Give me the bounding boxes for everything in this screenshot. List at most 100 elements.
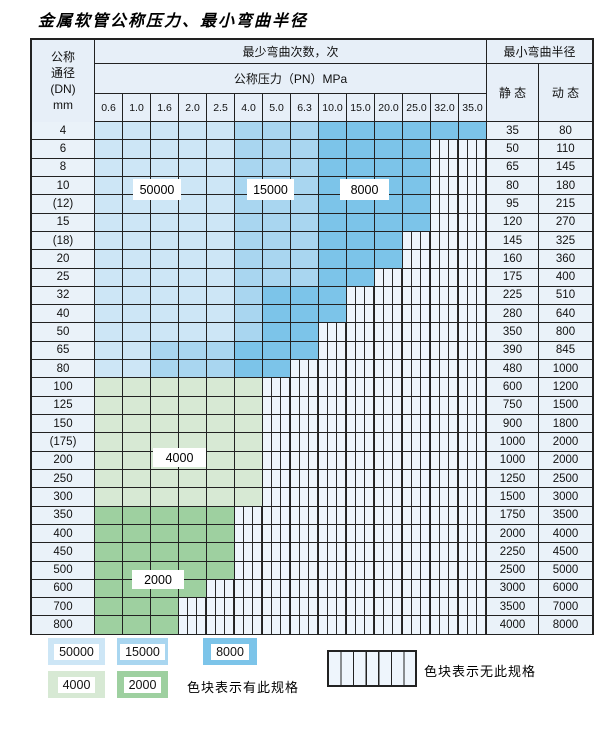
cycles-50000-cell xyxy=(95,305,123,324)
cycles-2000-cell xyxy=(95,543,123,562)
cycles-15000-cell xyxy=(291,213,319,232)
no-spec-cell xyxy=(291,506,319,525)
dn-cell: 350 xyxy=(32,506,95,525)
no-spec-cell xyxy=(375,305,403,324)
cycles-15000-cell xyxy=(179,360,207,379)
static-radius-cell: 600 xyxy=(487,378,539,397)
cycles-15000-cell xyxy=(291,158,319,177)
cycles-50000-cell xyxy=(179,140,207,159)
pressure-column-label: 35.0 xyxy=(459,94,487,122)
static-radius-cell: 2500 xyxy=(487,561,539,580)
table-row: 200 1000 2000 xyxy=(32,451,592,470)
cycles-15000-cell xyxy=(151,360,179,379)
no-spec-cell xyxy=(431,451,459,470)
no-spec-cell xyxy=(375,598,403,617)
no-spec-cell xyxy=(459,231,487,251)
no-spec-cell xyxy=(403,415,431,434)
cycles-2000-cell xyxy=(95,524,123,544)
legend-swatch-15000: 15000 xyxy=(117,638,168,665)
cycles-4000-cell xyxy=(95,451,123,470)
no-spec-cell xyxy=(347,524,375,544)
static-radius-cell: 2000 xyxy=(487,524,539,544)
dynamic-radius-cell: 80 xyxy=(539,122,592,141)
dn-cell: 100 xyxy=(32,378,95,397)
cycles-15000-cell xyxy=(291,122,319,141)
cycles-50000-cell xyxy=(123,341,151,361)
static-radius-cell: 50 xyxy=(487,140,539,159)
cycles-8000-cell xyxy=(263,286,291,306)
static-radius-cell: 2250 xyxy=(487,543,539,562)
table-row: 50 350 800 xyxy=(32,323,592,342)
cycles-50000-cell xyxy=(207,250,235,269)
cycles-8000-cell xyxy=(403,176,431,196)
dn-header-line: mm xyxy=(53,98,73,113)
static-radius-cell: 1000 xyxy=(487,433,539,452)
static-radius-cell: 95 xyxy=(487,195,539,214)
dn-header-line: (DN) xyxy=(50,82,76,96)
no-spec-cell xyxy=(235,579,263,599)
dynamic-radius-cell: 4000 xyxy=(539,524,592,544)
cycles-50000-cell xyxy=(151,268,179,287)
no-spec-cell xyxy=(403,524,431,544)
table-row: 350 1750 3500 xyxy=(32,506,592,525)
cycles-2000-cell xyxy=(123,524,151,544)
table-row: 8 65 145 xyxy=(32,158,592,177)
table-row: 600 3000 6000 xyxy=(32,579,592,599)
cycles-8000-cell xyxy=(403,195,431,214)
cycles-50000-cell xyxy=(207,286,235,306)
no-spec-cell xyxy=(347,543,375,562)
dn-cell: 80 xyxy=(32,360,95,379)
cycles-50000-cell xyxy=(179,176,207,196)
cycles-50000-cell xyxy=(207,140,235,159)
legend-swatch-label: 2000 xyxy=(123,676,162,693)
cycles-15000-cell xyxy=(263,158,291,177)
cycles-2000-cell xyxy=(123,598,151,617)
no-spec-cell xyxy=(375,360,403,379)
table-row: (18) 145 325 xyxy=(32,231,592,251)
cycles-15000-cell xyxy=(235,268,263,287)
cycles-4000-cell xyxy=(123,433,151,452)
cycles-50000-cell xyxy=(95,213,123,232)
no-spec-cell xyxy=(347,561,375,580)
cycles-value-label: 8000 xyxy=(340,179,389,200)
cycles-4000-cell xyxy=(123,396,151,415)
dn-cell: 20 xyxy=(32,250,95,269)
cycles-50000-cell xyxy=(123,250,151,269)
cycles-4000-cell xyxy=(207,378,235,397)
cycles-8000-cell xyxy=(347,231,375,251)
cycles-15000-cell xyxy=(291,268,319,287)
dynamic-radius-cell: 325 xyxy=(539,231,592,251)
cycles-50000-cell xyxy=(95,122,123,141)
no-spec-cell xyxy=(431,415,459,434)
cycles-8000-cell xyxy=(319,286,347,306)
cycles-2000-cell xyxy=(95,579,123,599)
no-spec-cell xyxy=(291,378,319,397)
dynamic-radius-cell: 1000 xyxy=(539,360,592,379)
no-spec-cell xyxy=(375,415,403,434)
cycles-8000-cell xyxy=(347,158,375,177)
cycles-4000-cell xyxy=(95,396,123,415)
no-spec-cell xyxy=(319,524,347,544)
cycles-2000-cell xyxy=(179,543,207,562)
cycles-4000-cell xyxy=(235,396,263,415)
pressure-column-headers: 0.6 1.0 1.6 2.0 2.5 4.0 5.0 6.3 10.0 15.0 20.0 25.0… xyxy=(95,94,487,122)
cycles-2000-cell xyxy=(207,524,235,544)
cycles-50000-cell xyxy=(179,213,207,232)
no-spec-cell xyxy=(235,524,263,544)
no-spec-cell xyxy=(179,598,207,617)
no-spec-cell xyxy=(347,579,375,599)
cycles-8000-cell xyxy=(347,268,375,287)
table-row: 250 1250 2500 xyxy=(32,469,592,489)
no-spec-cell xyxy=(263,396,291,415)
dynamic-radius-cell: 1200 xyxy=(539,378,592,397)
no-spec-cell xyxy=(431,543,459,562)
cycles-8000-cell xyxy=(263,305,291,324)
dynamic-radius-cell: 3500 xyxy=(539,506,592,525)
no-spec-cell xyxy=(459,378,487,397)
cycles-2000-cell xyxy=(151,543,179,562)
static-radius-cell: 350 xyxy=(487,323,539,342)
cycles-15000-cell xyxy=(263,122,291,141)
radius-header-cell: 最小弯曲半径 xyxy=(487,40,592,64)
no-spec-cell xyxy=(459,195,487,214)
cycles-50000-cell xyxy=(179,323,207,342)
